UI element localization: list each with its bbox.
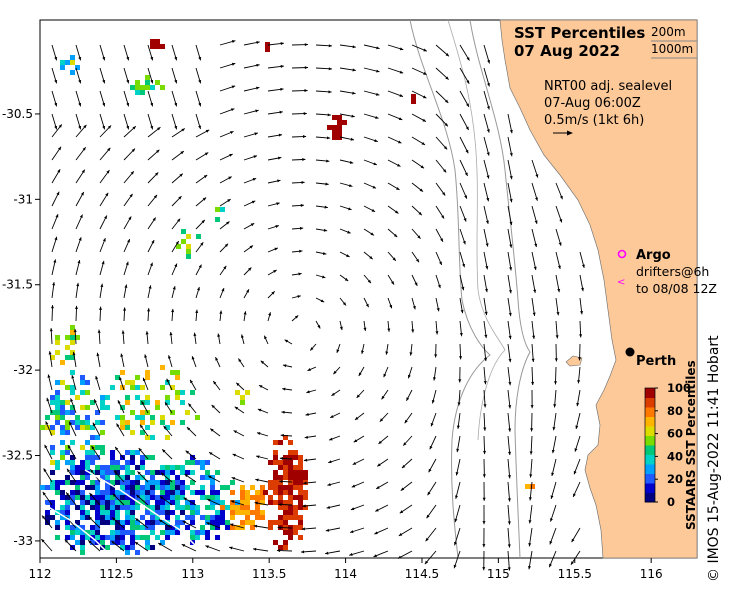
colorbar-segment <box>645 445 655 455</box>
colorbar-tick-label: 0 <box>667 495 675 509</box>
x-tick-label: 113 <box>181 567 204 581</box>
drifters-legend-line1: drifters@6h <box>636 264 709 279</box>
drifters-legend-line2: to 08/08 12Z <box>636 281 717 296</box>
rottnest-island <box>565 355 583 367</box>
colorbar-tick-label: 20 <box>667 472 683 486</box>
colorbar: 0 20 40 60 80 100 <box>644 381 691 509</box>
colorbar-tick-label: 40 <box>667 449 683 463</box>
current-time-label: 07-Aug 06:00Z <box>544 96 641 111</box>
drifter-legend-icon: < <box>617 277 625 288</box>
isobath-label-200m: 200m <box>651 25 686 39</box>
colorbar-title: SSTAARS SST Percentiles <box>684 360 698 530</box>
x-tick-label: 112.5 <box>99 567 133 581</box>
map-title: SST Percentiles <box>514 24 645 42</box>
y-tick-label: -33 <box>13 534 33 548</box>
sst-pixel-layer <box>40 39 535 555</box>
colorbar-segment <box>645 435 655 446</box>
x-tick-label: 115.5 <box>558 567 592 581</box>
argo-legend-icon <box>617 249 627 259</box>
y-tick-label: -32.5 <box>2 449 33 463</box>
colorbar-segment <box>645 473 655 484</box>
x-tick-label: 114 <box>334 567 357 581</box>
current-scale-arrow <box>553 130 573 136</box>
x-tick-label: 113.5 <box>252 567 286 581</box>
colorbar-outline <box>644 387 656 503</box>
perth-marker <box>625 347 635 357</box>
map-date: 07 Aug 2022 <box>514 42 620 60</box>
drifter-track <box>84 469 201 551</box>
x-tick-label: 116 <box>640 567 663 581</box>
credit-label: © IMOS 15-Aug-2022 11:41 Hobart <box>706 335 722 582</box>
colorbar-tick-label: 60 <box>667 427 683 441</box>
colorbar-segment <box>645 483 655 493</box>
colorbar-segment <box>645 454 655 465</box>
argo-legend-label: Argo <box>636 248 671 263</box>
y-tick-label: -30.5 <box>2 107 33 121</box>
colorbar-tick-label: 100 <box>667 381 691 395</box>
y-tick-label: -32 <box>13 363 33 377</box>
y-tick-label: -31 <box>13 192 33 206</box>
x-tick-label: 114.5 <box>405 567 439 581</box>
colorbar-segment <box>645 416 655 427</box>
colorbar-segment <box>645 464 655 474</box>
drifter-track <box>44 504 111 556</box>
colorbar-segment <box>645 426 655 436</box>
colorbar-segment <box>645 388 655 398</box>
colorbar-segment <box>645 492 655 503</box>
city-label: Perth <box>636 354 676 369</box>
colorbar-segment <box>645 407 655 417</box>
y-tick-label: -31.5 <box>2 278 33 292</box>
isobath-1000m <box>409 19 491 559</box>
x-tick-label: 115 <box>487 567 510 581</box>
colorbar-segment <box>645 397 655 408</box>
isobath-label-1000m: 1000m <box>651 42 693 56</box>
current-source-label: NRT00 adj. sealevel <box>544 79 672 94</box>
colorbar-tick-label: 80 <box>667 404 683 418</box>
shelf-contour <box>447 19 506 441</box>
axes: 112 112.5 113 113.5 114 114.5 115 115.5 116 -30.5… <box>2 107 663 581</box>
current-scale-label: 0.5m/s (1kt 6h) <box>544 113 644 128</box>
isobath-200m <box>469 19 531 559</box>
x-tick-label: 112 <box>29 567 52 581</box>
current-arrows <box>41 40 585 571</box>
